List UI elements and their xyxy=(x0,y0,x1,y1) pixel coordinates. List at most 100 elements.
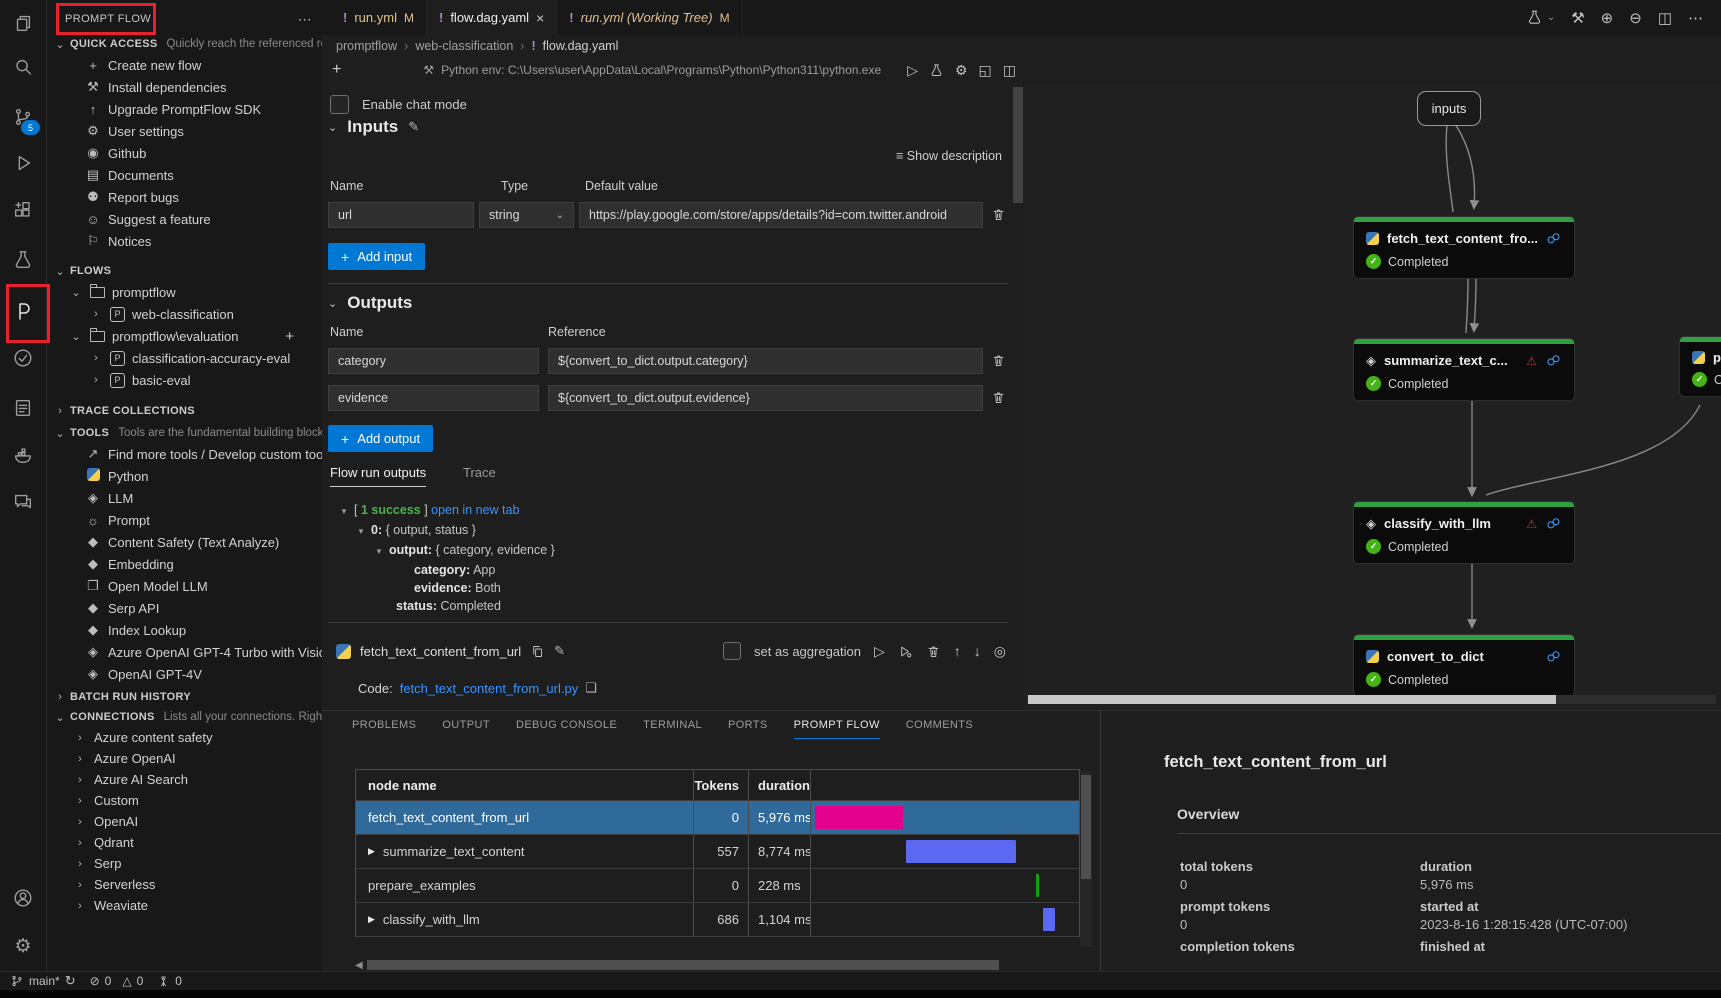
link-icon[interactable] xyxy=(1545,352,1562,369)
locate-node-icon[interactable]: ◎ xyxy=(993,642,1006,659)
source-control-icon[interactable]: 5 xyxy=(0,97,46,137)
more-actions-icon[interactable]: ⋯ xyxy=(1688,9,1703,27)
delete-node-icon[interactable] xyxy=(926,644,941,659)
output-name-field[interactable]: evidence xyxy=(328,385,539,411)
sidebar-item-notices[interactable]: ⚐ Notices xyxy=(47,230,322,252)
tools-item-content-safety[interactable]: ◆ Content Safety (Text Analyze) xyxy=(47,531,322,553)
search-icon[interactable] xyxy=(0,47,46,87)
panel-tab-prompt-flow[interactable]: PROMPT FLOW xyxy=(793,719,880,739)
twisty-icon[interactable]: ▼ xyxy=(357,527,365,536)
link-icon[interactable] xyxy=(1545,515,1562,532)
graph-node-convert-to-dict[interactable]: convert_to_dict ✓ Completed xyxy=(1353,634,1575,697)
tools-item-index-lookup[interactable]: ◆ Index Lookup xyxy=(47,619,322,641)
docker-icon[interactable] xyxy=(0,435,46,475)
link-icon[interactable] xyxy=(1545,648,1562,665)
chevron-down-icon[interactable]: ⌄ xyxy=(1546,12,1556,23)
test-explorer-icon[interactable] xyxy=(0,338,46,378)
debug-node-icon[interactable] xyxy=(898,644,913,659)
connection-qdrant[interactable]: › Qdrant xyxy=(47,832,322,853)
breadcrumb-item[interactable]: promptflow xyxy=(336,39,398,53)
connection-openai[interactable]: › OpenAI xyxy=(47,811,322,832)
section-trace-collections[interactable]: › TRACE COLLECTIONS xyxy=(47,401,322,421)
tab-run-yml-working-tree[interactable]: ! run.yml (Working Tree) M xyxy=(557,0,743,35)
account-icon[interactable] xyxy=(0,878,46,918)
breadcrumb-item[interactable]: flow.dag.yaml xyxy=(542,39,619,53)
expand-row-icon[interactable]: ▶ xyxy=(368,846,375,856)
chevron-down-icon[interactable]: ⌄ xyxy=(328,121,338,134)
input-default-field[interactable]: https://play.google.com/store/apps/detai… xyxy=(579,202,983,228)
input-name-field[interactable]: url xyxy=(328,202,474,228)
run-flow-icon[interactable]: ▷ xyxy=(907,61,918,78)
twisty-icon[interactable]: ▼ xyxy=(375,547,383,556)
run-tests-beaker-icon[interactable] xyxy=(1526,9,1543,27)
table-horizontal-scrollbar[interactable]: ◀ xyxy=(355,959,1055,971)
tab-flow-dag-yaml[interactable]: ! flow.dag.yaml × xyxy=(426,0,558,35)
connection-azure-content-safety[interactable]: › Azure content safety xyxy=(47,727,322,748)
add-output-button[interactable]: + Add output xyxy=(328,425,434,452)
sidebar-more-actions-icon[interactable]: ⋯ xyxy=(297,10,312,27)
settings-gear-icon[interactable]: ⚙ xyxy=(954,61,968,78)
graph-node-summarize-text[interactable]: ◈ summarize_text_c... ⚠ ✓ Completed xyxy=(1353,338,1575,401)
table-row[interactable]: fetch_text_content_from_url 0 5,976 ms xyxy=(356,801,1079,835)
graph-node-inputs[interactable]: inputs xyxy=(1417,91,1481,126)
input-type-select[interactable]: string ⌄ xyxy=(479,202,574,228)
split-editor-icon[interactable]: ◫ xyxy=(1657,9,1672,27)
sidebar-item-create-new-flow[interactable]: + Create new flow xyxy=(47,54,322,76)
tools-item-python[interactable]: Python xyxy=(47,465,322,487)
move-up-icon[interactable]: ↑ xyxy=(953,643,961,659)
tools-item-serp-api[interactable]: ◆ Serp API xyxy=(47,597,322,619)
delete-output-icon[interactable] xyxy=(991,353,1006,368)
split-view-icon[interactable]: ◫ xyxy=(1002,61,1016,78)
connection-weaviate[interactable]: › Weaviate xyxy=(47,895,322,916)
git-branch-indicator[interactable]: main* ↻ xyxy=(10,973,76,989)
tools-item-prompt[interactable]: ☼ Prompt xyxy=(47,509,322,531)
delete-output-icon[interactable] xyxy=(991,390,1006,405)
sidebar-item-upgrade-sdk[interactable]: ↑ Upgrade PromptFlow SDK xyxy=(47,98,322,120)
test-beaker-icon[interactable] xyxy=(0,240,46,280)
problems-indicator[interactable]: ⊘ 0 △ 0 xyxy=(89,974,144,988)
enable-chat-mode-checkbox[interactable] xyxy=(330,95,349,114)
panel-tab-problems[interactable]: PROBLEMS xyxy=(352,719,417,731)
chevron-down-icon[interactable]: ⌄ xyxy=(328,297,338,310)
sidebar-item-suggest-feature[interactable]: ☺ Suggest a feature xyxy=(86,211,211,227)
table-row[interactable]: ▶ classify_with_llm 686 1,104 ms xyxy=(356,903,1079,937)
flows-folder-promptflow[interactable]: ⌄ promptflow xyxy=(47,281,322,303)
section-tools[interactable]: ⌄ TOOLS Tools are the fundamental buildi… xyxy=(47,423,322,443)
output-reference-field[interactable]: ${convert_to_dict.output.evidence} xyxy=(548,385,983,411)
output-reference-field[interactable]: ${convert_to_dict.output.category} xyxy=(548,348,983,374)
scroll-left-icon[interactable]: ◀ xyxy=(355,959,363,971)
zoom-out-icon[interactable]: ⊖ xyxy=(1629,9,1642,27)
tools-item-llm[interactable]: ◈ LLM xyxy=(47,487,322,509)
connection-serp[interactable]: › Serp xyxy=(47,853,322,874)
link-icon[interactable] xyxy=(1545,230,1562,247)
extensions-icon[interactable] xyxy=(0,190,46,230)
table-vertical-scrollbar[interactable] xyxy=(1080,771,1092,947)
close-tab-icon[interactable]: × xyxy=(536,9,545,26)
editor-vertical-scrollbar[interactable] xyxy=(1013,87,1023,203)
connection-serverless[interactable]: › Serverless xyxy=(47,874,322,895)
tools-item-find-more[interactable]: ↗ Find more tools / Develop custom tools xyxy=(47,443,322,465)
flows-item-basic-eval[interactable]: › P basic-eval xyxy=(47,369,322,391)
configure-tools-icon[interactable]: ⚒ xyxy=(1571,9,1585,27)
prompt-flow-activity-icon[interactable] xyxy=(0,291,46,331)
section-flows[interactable]: ⌄ FLOWS xyxy=(47,261,322,281)
run-debug-icon[interactable] xyxy=(0,143,46,183)
move-down-icon[interactable]: ↓ xyxy=(973,643,981,659)
tab-trace[interactable]: Trace xyxy=(463,465,496,480)
tools-item-openai-gpt4v[interactable]: ◈ OpenAI GPT-4V xyxy=(47,663,322,685)
python-env-selector[interactable]: ⚒ Python env: C:\Users\user\AppData\Loca… xyxy=(423,63,882,77)
open-in-browser-icon[interactable]: ◱ xyxy=(978,61,992,78)
connection-azure-ai-search[interactable]: › Azure AI Search xyxy=(47,769,322,790)
connection-custom[interactable]: › Custom xyxy=(47,790,322,811)
copy-icon[interactable] xyxy=(530,644,545,659)
breadcrumb-item[interactable]: web-classification xyxy=(415,39,514,53)
comments-icon[interactable] xyxy=(0,482,46,522)
expand-row-icon[interactable]: ▶ xyxy=(368,914,375,924)
zoom-in-icon[interactable]: ⊕ xyxy=(1600,9,1614,27)
output-name-field[interactable]: category xyxy=(328,348,539,374)
sidebar-item-documents[interactable]: ▤ Documents xyxy=(86,167,174,183)
sync-icon[interactable]: ↻ xyxy=(64,973,76,988)
section-batch-run-history[interactable]: › BATCH RUN HISTORY xyxy=(47,687,322,707)
table-row[interactable]: prepare_examples 0 228 ms xyxy=(356,869,1079,903)
sidebar-item-github[interactable]: ◉ Github xyxy=(47,142,322,164)
